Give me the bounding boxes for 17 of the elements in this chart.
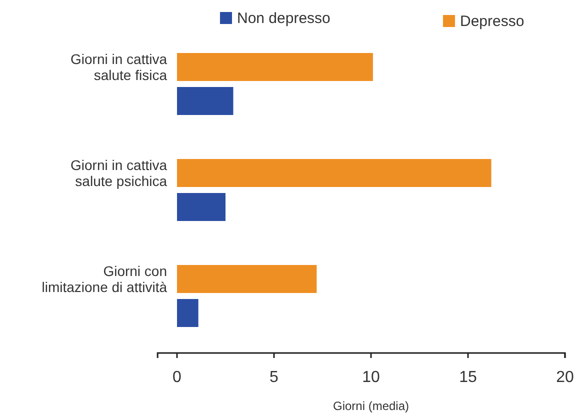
bar [177,265,317,293]
bar [177,193,226,221]
y-tick-label: Giorni in cattiva salute psichica [70,157,168,189]
legend-label: Depresso [460,13,524,30]
y-tick-label: Giorni con limitazione di attività [42,263,168,295]
x-tick-label: 0 [172,368,182,386]
x-tick-label: 10 [362,368,380,386]
bar [177,87,234,115]
x-axis-title: Giorni (media) [332,399,410,413]
bar [177,53,373,81]
x-tick-label: 5 [270,368,279,386]
bar [177,299,198,327]
y-tick-label: Giorni in cattiva salute fisica [70,51,168,83]
legend-label: Non depresso [237,10,330,27]
x-tick-label: 15 [459,368,477,386]
bar [177,159,492,187]
x-tick-label: 20 [556,368,574,386]
